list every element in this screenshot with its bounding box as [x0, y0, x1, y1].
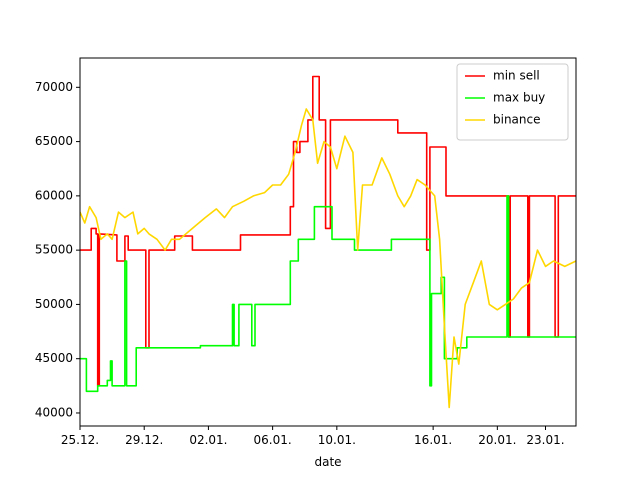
plot-frame	[79, 57, 577, 427]
y-tick-label: 40000	[35, 405, 73, 419]
y-tick-label: 45000	[35, 351, 73, 365]
y-tick-label: 70000	[35, 80, 73, 94]
x-tick-label: 10.01.	[318, 433, 356, 447]
y-tick-label: 55000	[35, 243, 73, 257]
series-line	[80, 108, 576, 409]
x-tick-label: 29.12.	[125, 433, 163, 447]
x-axis-label: date	[314, 455, 341, 469]
x-tick-label: 25.12.	[61, 433, 99, 447]
y-tick-label: 50000	[35, 297, 73, 311]
legend-box	[456, 63, 569, 141]
y-tick-label: 60000	[35, 188, 73, 202]
x-tick-label: 23.01.	[526, 433, 564, 447]
x-tick-label: 16.01.	[414, 433, 452, 447]
y-tick-label: 65000	[35, 134, 73, 148]
plot-area	[80, 75, 576, 409]
legend-label: binance	[493, 113, 541, 127]
x-tick-label: 02.01.	[189, 433, 227, 447]
x-tick-label: 20.01.	[478, 433, 516, 447]
legend-label: max buy	[493, 91, 545, 105]
x-tick-label: 06.01.	[254, 433, 292, 447]
legend-label: min sell	[493, 69, 540, 83]
